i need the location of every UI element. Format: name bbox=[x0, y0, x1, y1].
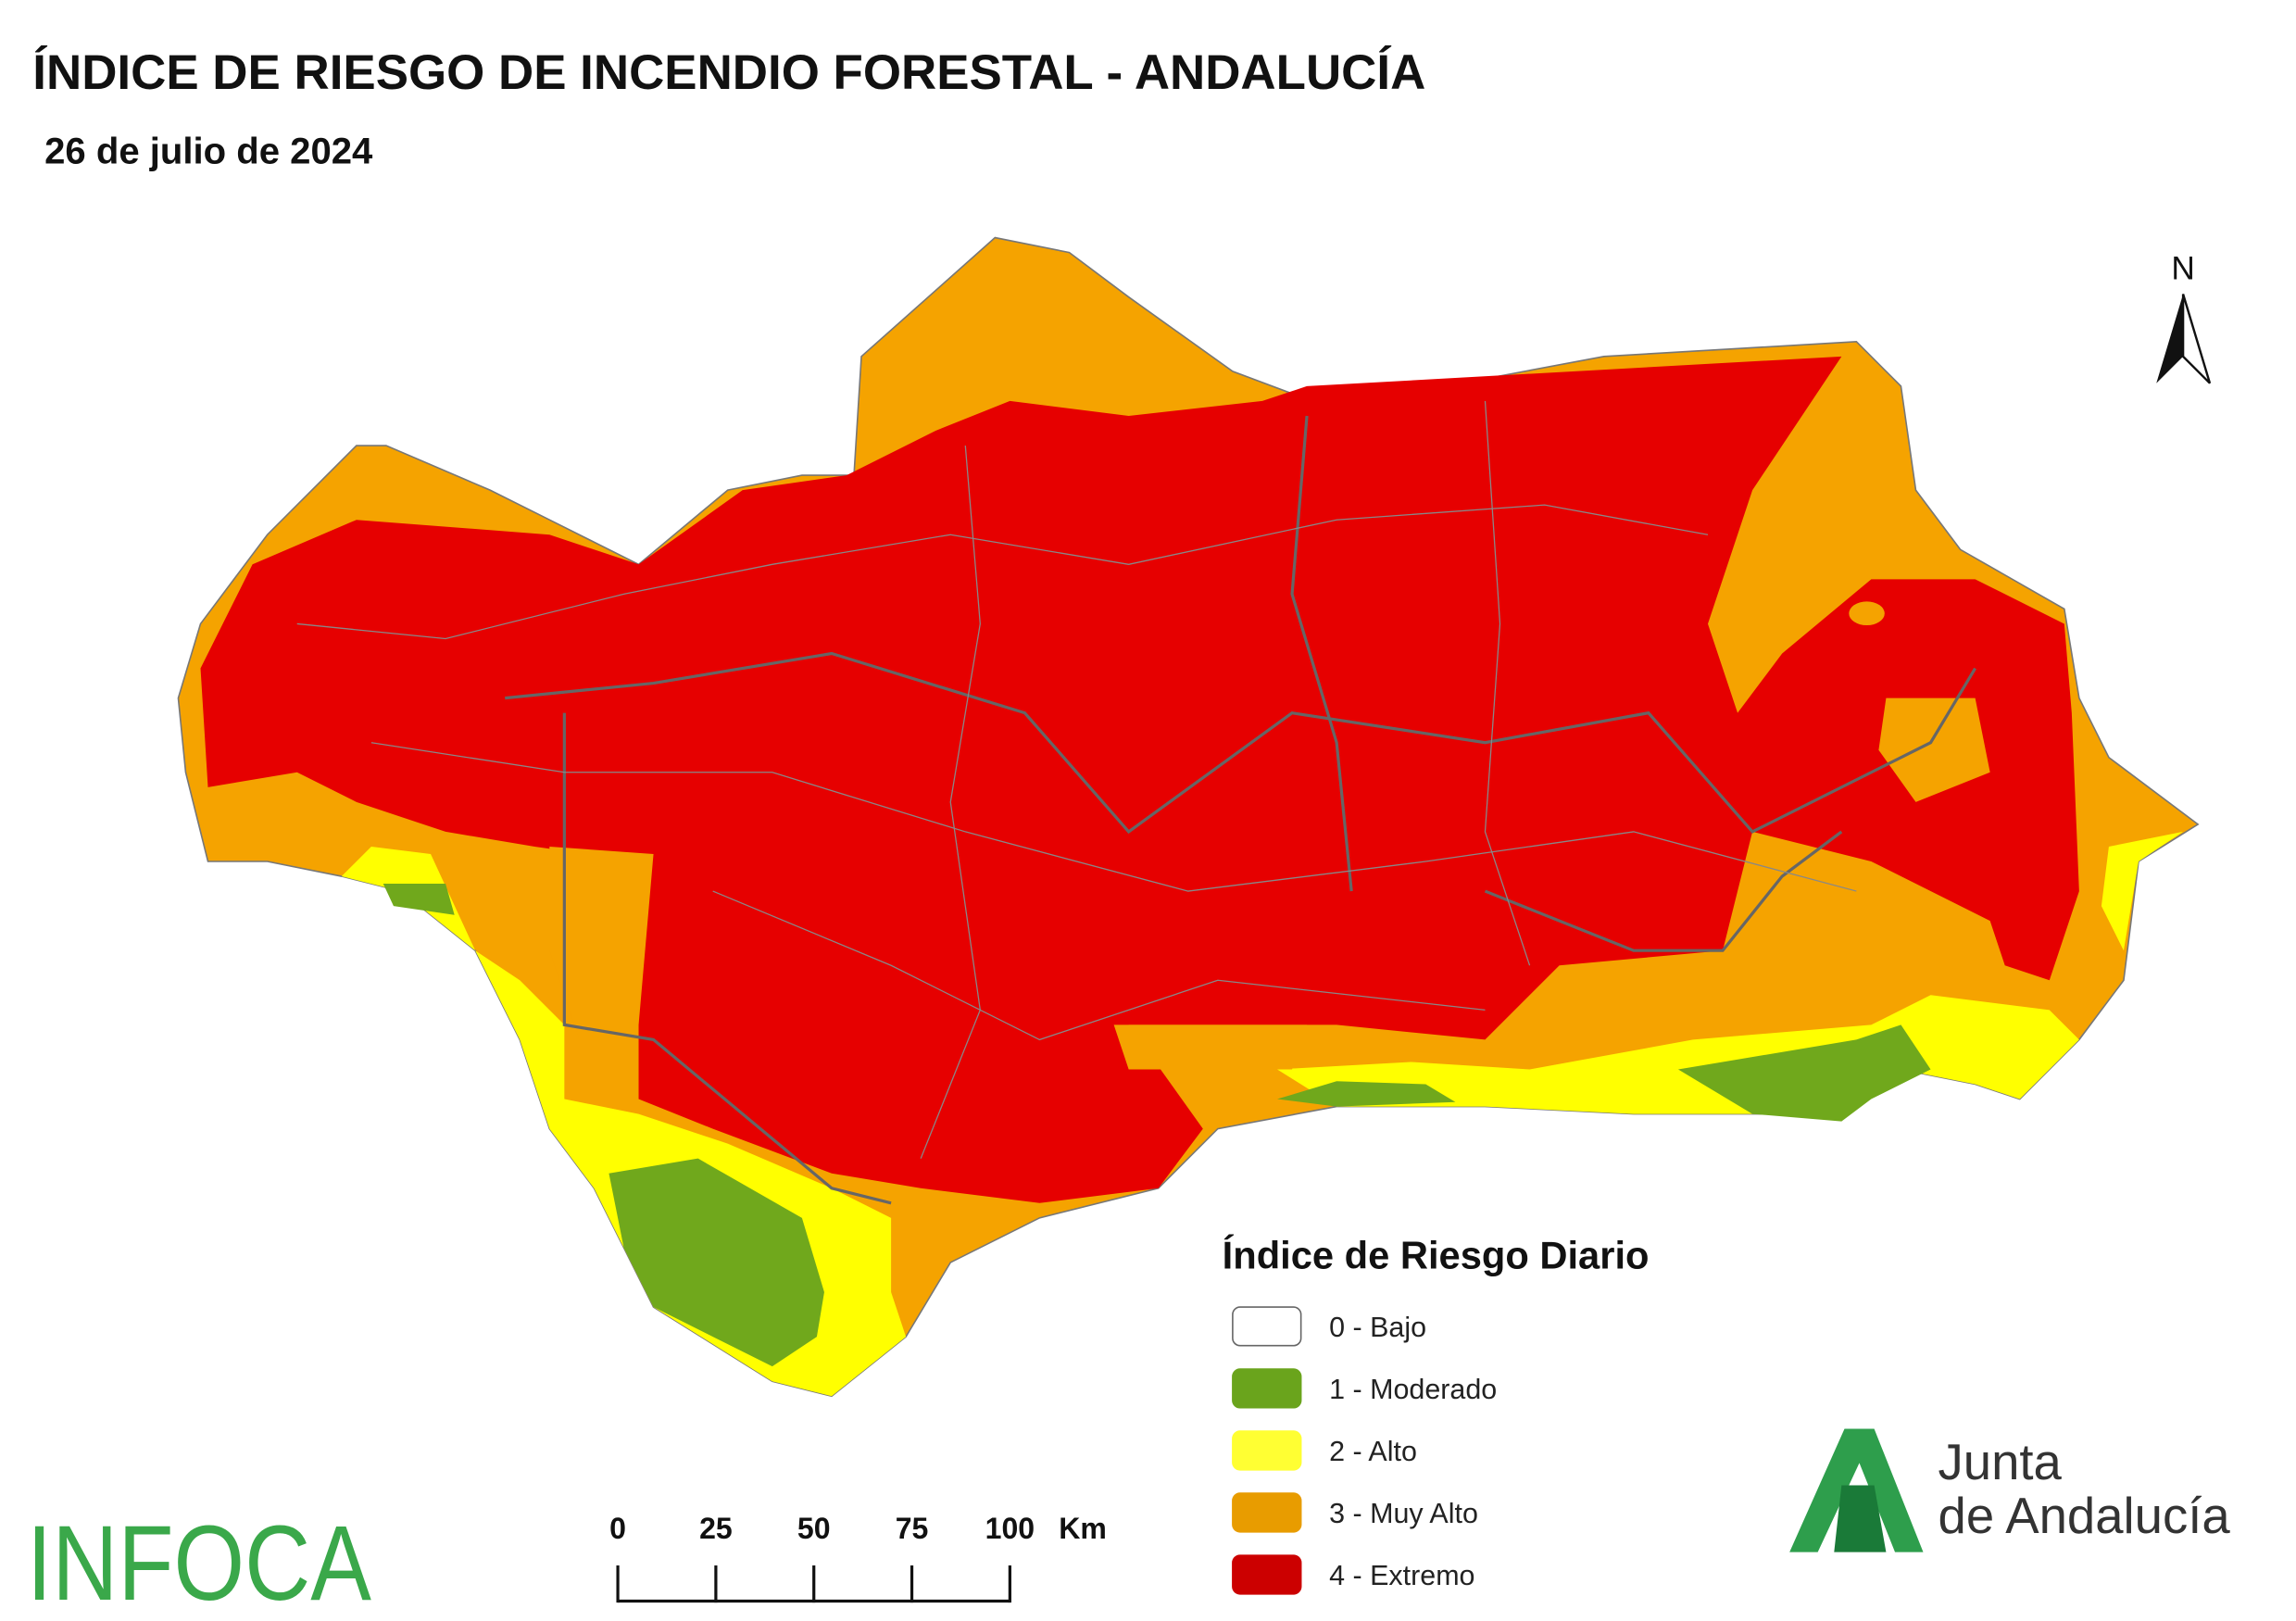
region-alto bbox=[1276, 995, 2079, 1114]
legend-swatch bbox=[1232, 1368, 1302, 1409]
region-moderado bbox=[1276, 1081, 1456, 1107]
infoca-logo: INFOCA bbox=[27, 1503, 371, 1621]
legend-swatch bbox=[1232, 1306, 1302, 1347]
region-moderado bbox=[1677, 1024, 1931, 1122]
andalucia-map bbox=[177, 236, 2200, 1398]
scale-tick-label: 25 bbox=[699, 1512, 733, 1545]
logo-mark-dark bbox=[1834, 1485, 1887, 1552]
region-muy-alto bbox=[1849, 601, 1885, 626]
legend-swatch bbox=[1232, 1554, 1302, 1595]
roads bbox=[505, 415, 1976, 1205]
boundary bbox=[296, 504, 1709, 640]
boundary bbox=[712, 890, 1486, 1041]
legend-swatch bbox=[1232, 1430, 1302, 1471]
scale-tick-label: 0 bbox=[609, 1512, 626, 1545]
region-moderado bbox=[609, 1158, 824, 1367]
north-arrow: N bbox=[2156, 250, 2212, 384]
road bbox=[562, 712, 892, 1205]
scale-tick-label: 50 bbox=[797, 1512, 831, 1545]
region-extremo bbox=[200, 356, 2079, 1203]
junta-line2: de Andalucía bbox=[1938, 1488, 2231, 1544]
region-muy-alto bbox=[549, 846, 654, 1040]
boundaries bbox=[296, 400, 1857, 1159]
north-arrow-left bbox=[2156, 294, 2184, 383]
boundary bbox=[370, 742, 1857, 892]
north-arrow-right bbox=[2181, 294, 2212, 384]
junta-line1: Junta bbox=[1938, 1434, 2063, 1490]
legend-label: 3 - Muy Alto bbox=[1329, 1498, 1478, 1529]
logo-mark bbox=[1789, 1428, 1924, 1552]
scale-tick-label: 75 bbox=[896, 1512, 929, 1545]
legend-title: Índice de Riesgo Diario bbox=[1223, 1233, 1650, 1276]
legend-label: 1 - Moderado bbox=[1329, 1374, 1497, 1405]
legend: Índice de Riesgo Diario 0 - Bajo 1 - Mode… bbox=[1223, 1233, 1650, 1595]
road bbox=[505, 651, 1976, 835]
boundary bbox=[920, 445, 981, 1159]
title: ÍNDICE DE RIESGO DE INCENDIO FORESTAL - … bbox=[32, 44, 1425, 100]
legend-label: 4 - Extremo bbox=[1329, 1560, 1474, 1591]
region-alto bbox=[2101, 831, 2184, 951]
subtitle: 26 de julio de 2024 bbox=[44, 131, 373, 171]
scale-unit: Km bbox=[1059, 1512, 1107, 1545]
region-muy-alto bbox=[1878, 697, 1990, 802]
scale-bar: 0 25 50 75 100 Km bbox=[609, 1512, 1107, 1603]
road bbox=[1484, 830, 1843, 952]
region-moderado bbox=[383, 884, 455, 915]
region-muy-alto bbox=[1113, 1024, 1308, 1070]
scale-tick-label: 100 bbox=[985, 1512, 1035, 1545]
legend-label: 0 - Bajo bbox=[1329, 1312, 1426, 1343]
junta-logo: Junta de Andalucía bbox=[1789, 1428, 2231, 1552]
legend-label: 2 - Alto bbox=[1329, 1436, 1417, 1467]
road bbox=[1290, 415, 1353, 892]
legend-swatch bbox=[1232, 1492, 1302, 1533]
north-label: N bbox=[2171, 250, 2194, 286]
boundary bbox=[1484, 400, 1531, 966]
